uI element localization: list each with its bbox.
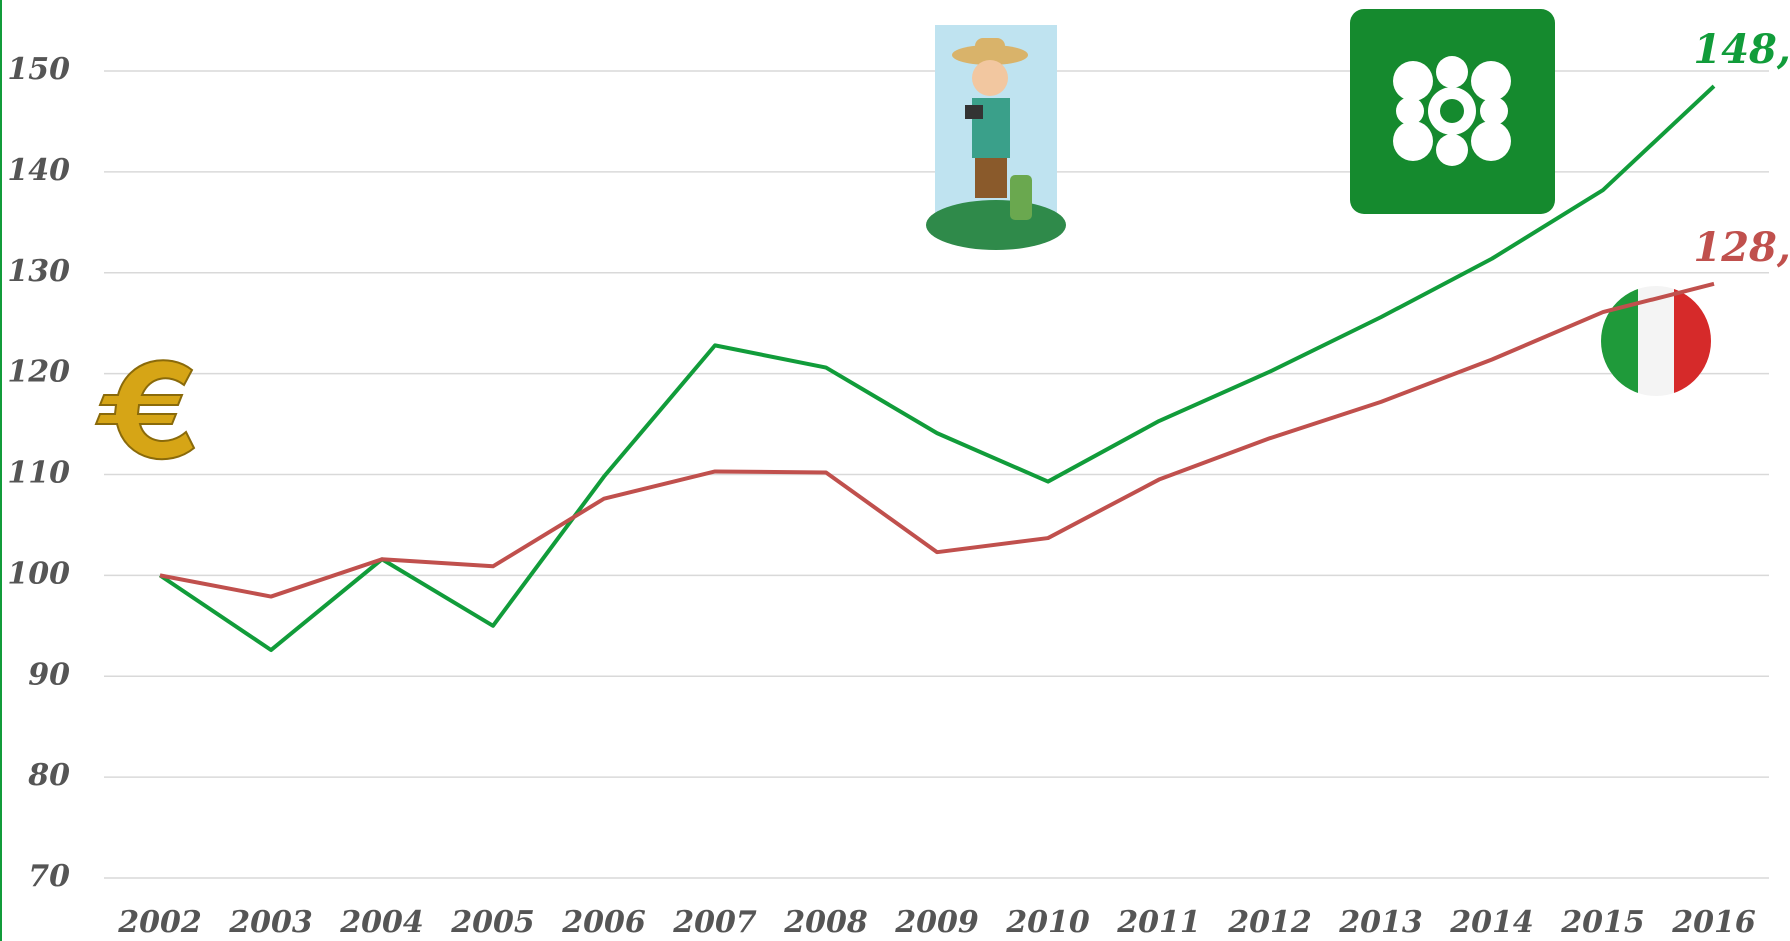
value-label: 148,5 bbox=[1693, 26, 1790, 73]
x-tick-label: 2007 bbox=[672, 905, 757, 940]
x-tick-label: 2014 bbox=[1449, 905, 1534, 940]
x-tick-label: 2003 bbox=[228, 905, 313, 940]
x-tick-label: 2010 bbox=[1005, 905, 1090, 940]
x-tick-label: 2005 bbox=[450, 905, 535, 940]
lombardy-logo bbox=[1350, 9, 1555, 214]
x-tick-label: 2016 bbox=[1671, 905, 1756, 940]
italy-flag bbox=[1601, 286, 1711, 396]
x-tick-label: 2008 bbox=[783, 905, 868, 940]
y-tick-label: 80 bbox=[27, 758, 70, 793]
y-tick-label: 150 bbox=[7, 52, 70, 87]
y-tick-label: 70 bbox=[28, 859, 70, 894]
x-tick-label: 2012 bbox=[1227, 905, 1312, 940]
y-tick-label: 100 bbox=[7, 556, 70, 591]
y-tick-label: 90 bbox=[28, 657, 70, 692]
tourist-icon bbox=[926, 25, 1066, 250]
series-line bbox=[160, 284, 1714, 597]
y-tick-label: 110 bbox=[7, 456, 70, 491]
chart: 70 80 90 100 110 120 130 140 150 2002 2003 2004 2005… bbox=[0, 0, 1790, 941]
x-tick-label: 2006 bbox=[561, 905, 646, 940]
value-label: 128,9 bbox=[1693, 224, 1790, 271]
y-tick-label: 140 bbox=[7, 153, 70, 188]
euro-icon bbox=[96, 360, 194, 459]
x-tick-label: 2015 bbox=[1560, 905, 1645, 940]
x-tick-label: 2013 bbox=[1338, 905, 1423, 940]
y-tick-label: 130 bbox=[7, 254, 70, 289]
x-tick-label: 2004 bbox=[339, 905, 424, 940]
x-tick-label: 2009 bbox=[894, 905, 979, 940]
y-tick-label: 120 bbox=[7, 355, 70, 390]
x-tick-label: 2011 bbox=[1116, 905, 1201, 940]
x-tick-label: 2002 bbox=[117, 905, 202, 940]
